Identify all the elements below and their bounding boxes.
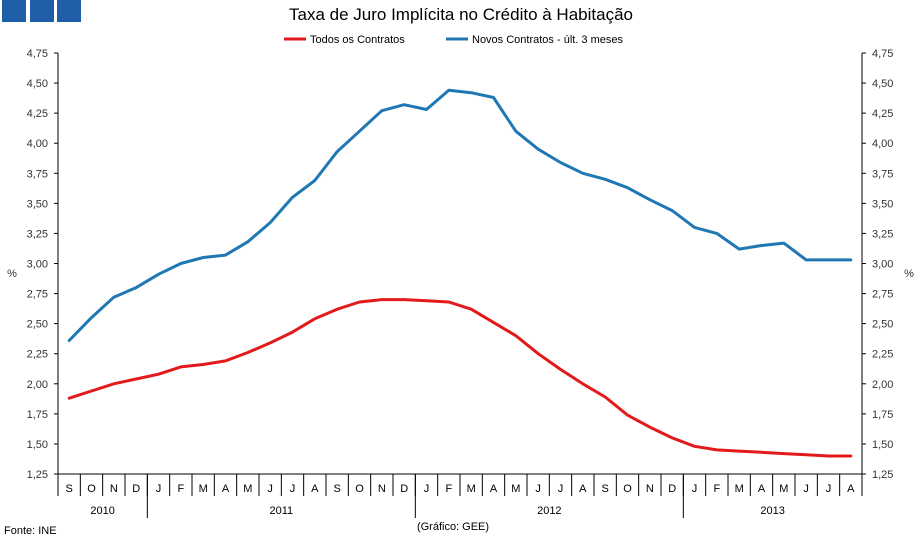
y-axis-label-left: % [7,268,17,280]
x-tick-label-month: N [378,483,386,495]
legend: Todos os Contratos Novos Contratos - últ… [284,34,624,46]
y-tick-label-left: 2,50 [27,319,48,331]
y-tick-label-left: 2,00 [27,379,48,391]
y-tick-label-left: 2,25 [27,349,48,361]
legend-label-todos: Todos os Contratos [310,34,405,46]
x-tick-label-month: S [333,483,340,495]
y-tick-label-right: 4,50 [872,78,893,90]
x-tick-label-month: N [110,483,118,495]
y-tick-label-right: 1,50 [872,439,893,451]
x-tick-label-month: S [65,483,72,495]
y-tick-label-left: 4,25 [27,108,48,120]
legend-label-novos: Novos Contratos - últ. 3 meses [472,34,624,46]
x-tick-label-year: 2011 [270,505,294,517]
logo-square-3 [57,0,81,22]
y-tick-label-right: 4,25 [872,108,893,120]
x-tick-label-year: 2010 [90,505,114,517]
x-tick-label-month: S [601,483,608,495]
x-tick-label-month: A [222,483,230,495]
x-tick-label-month: M [243,483,252,495]
y-tick-label-left: 4,75 [27,48,48,60]
x-tick-label-year: 2013 [760,505,784,517]
y-tick-label-right: 2,75 [872,289,893,301]
y-tick-label-right: 4,75 [872,48,893,60]
y-tick-label-left: 3,50 [27,198,48,210]
credit-note: (Gráfico: GEE) [417,521,489,533]
x-tick-label-month: A [490,483,498,495]
y-tick-label-left: 4,50 [27,78,48,90]
x-tick-label-month: F [445,483,452,495]
x-tick-label-month: M [467,483,476,495]
x-tick-label-month: D [132,483,140,495]
x-tick-label-month: M [735,483,744,495]
x-tick-label-month: J [424,483,430,495]
chart-title: Taxa de Juro Implícita no Crédito à Habi… [289,5,633,24]
x-tick-label-month: J [156,483,162,495]
y-tick-label-right: 3,50 [872,198,893,210]
x-tick-label-month: N [646,483,654,495]
x-tick-label-month: D [400,483,408,495]
y-tick-label-right: 2,25 [872,349,893,361]
x-tick-label-month: J [826,483,832,495]
x-tick-label-month: J [692,483,698,495]
y-tick-label-left: 1,25 [27,469,48,481]
x-tick-label-month: J [290,483,296,495]
x-tick-label-month: J [558,483,564,495]
y-tick-label-left: 1,50 [27,439,48,451]
y-tick-label-left: 3,25 [27,228,48,240]
y-tick-label-right: 3,00 [872,259,893,271]
y-axis-label-right: % [904,268,914,280]
x-tick-label-year: 2012 [537,505,561,517]
y-tick-label-left: 2,75 [27,289,48,301]
x-tick-label-month: J [803,483,809,495]
y-tick-label-right: 3,25 [872,228,893,240]
x-tick-label-month: J [267,483,273,495]
x-tick-label-month: M [199,483,208,495]
x-tick-label-month: D [668,483,676,495]
y-tick-label-right: 2,00 [872,379,893,391]
y-tick-label-left: 3,75 [27,168,48,180]
x-tick-label-month: A [758,483,766,495]
logo-square-2 [30,0,54,22]
x-tick-label-month: O [355,483,364,495]
y-tick-label-right: 1,25 [872,469,893,481]
x-tick-label-month: A [847,483,855,495]
series-line-novos [67,88,853,342]
y-tick-label-left: 4,00 [27,138,48,150]
x-tick-label-month: O [623,483,632,495]
y-tick-label-right: 2,50 [872,319,893,331]
x-tick-label-month: J [535,483,541,495]
logo-square-1 [2,0,26,22]
x-tick-label-month: A [579,483,587,495]
y-tick-label-left: 1,75 [27,409,48,421]
y-tick-label-right: 3,75 [872,168,893,180]
y-ticks-left: 1,25 1,50 1,75 2,00 2,25 2,50 2,75 3,00 3,25 3,50… [27,48,58,481]
y-tick-label-right: 4,00 [872,138,893,150]
series-line-todos [67,298,853,458]
series-lines [67,88,853,458]
x-tick-label-month: M [511,483,520,495]
y-ticks-right: 1,25 1,50 1,75 2,00 2,25 2,50 2,75 3,00 3,25 3,50… [862,48,893,481]
x-tick-label-month: M [779,483,788,495]
x-tick-label-month: F [177,483,184,495]
x-tick-label-month: A [311,483,319,495]
x-tick-label-month: F [713,483,720,495]
y-tick-label-left: 3,00 [27,259,48,271]
source-note: Fonte: INE [4,525,57,537]
y-tick-label-right: 1,75 [872,409,893,421]
x-ticks: S O N D J F M A M J J A S O N D J F M A M J J A S O N D J F M A M J J A 2010… [57,474,863,518]
x-tick-label-month: O [87,483,96,495]
